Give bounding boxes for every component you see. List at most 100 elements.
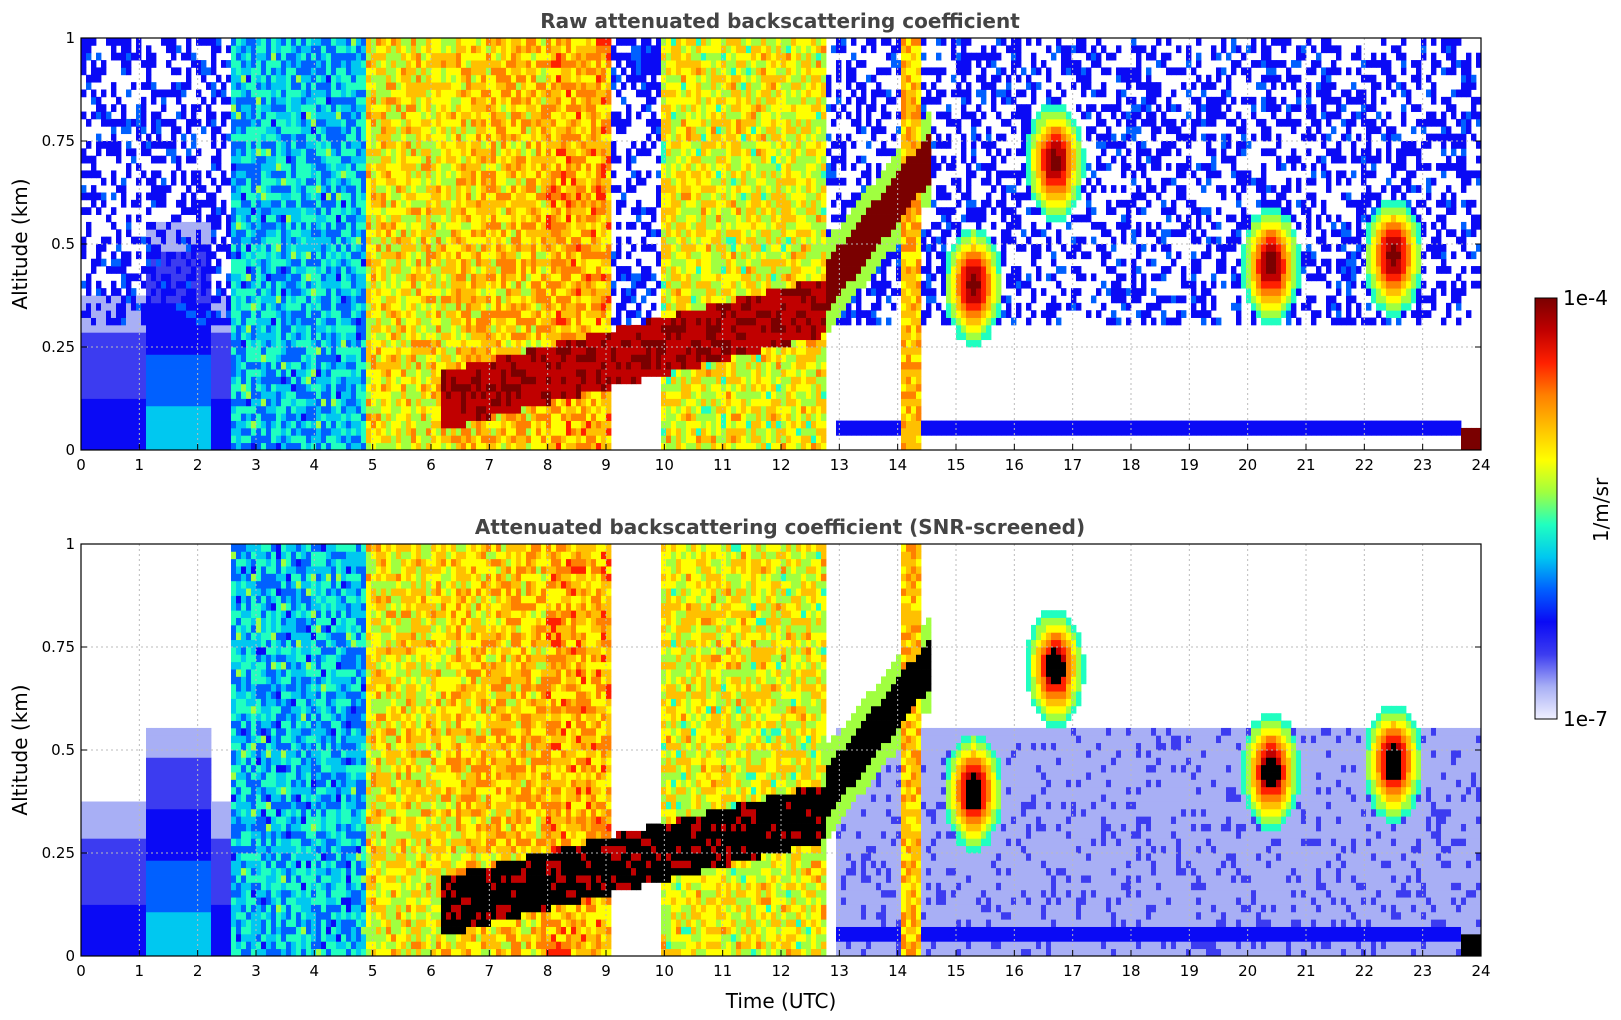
heatmap-cell (431, 163, 437, 171)
heatmap-cell (291, 244, 297, 252)
heatmap-cell (271, 177, 277, 186)
heatmap-cell (241, 67, 247, 76)
heatmap-cell (231, 89, 237, 98)
heatmap-cell (426, 317, 432, 326)
heatmap-cell (556, 60, 562, 68)
heatmap-cell (191, 376, 197, 385)
heatmap-cell (546, 111, 552, 120)
heatmap-cell (261, 221, 267, 230)
heatmap-cell (441, 251, 447, 260)
heatmap-cell (371, 74, 377, 83)
heatmap-cell (386, 405, 392, 414)
heatmap-cell (251, 339, 257, 348)
heatmap-cell (241, 185, 247, 193)
heatmap-cell (546, 280, 552, 289)
heatmap-cell (191, 383, 197, 392)
heatmap-cell (466, 60, 472, 68)
heatmap-cell (561, 324, 567, 333)
heatmap-cell (276, 383, 282, 392)
heatmap-cell (326, 405, 332, 414)
heatmap-cell (116, 244, 122, 252)
heatmap-cell (536, 442, 542, 451)
heatmap-cell (301, 45, 307, 54)
heatmap-cell (341, 317, 347, 326)
heatmap-cell (511, 258, 517, 267)
heatmap-cell (486, 244, 492, 252)
heatmap-cell (491, 442, 497, 451)
heatmap-cell (291, 420, 297, 429)
heatmap-cell (446, 221, 452, 230)
heatmap-cell (106, 369, 112, 377)
heatmap-cell (246, 251, 252, 260)
heatmap-cell (566, 427, 572, 436)
heatmap-cell (461, 258, 467, 267)
heatmap-cell (266, 133, 272, 142)
heatmap-cell (331, 369, 337, 377)
heatmap-cell (441, 347, 447, 355)
heatmap-cell (311, 317, 317, 326)
heatmap-cell (516, 111, 522, 120)
heatmap-cell (286, 266, 292, 274)
panel-title: Raw attenuated backscattering coefficien… (540, 9, 1020, 33)
heatmap-cell (501, 324, 507, 333)
heatmap-cell (186, 413, 192, 421)
heatmap-cell (431, 118, 437, 127)
heatmap-cell (361, 118, 367, 127)
heatmap-cell (146, 45, 152, 54)
heatmap-cell (451, 82, 457, 90)
heatmap-cell (531, 111, 537, 120)
heatmap-cell (261, 207, 267, 215)
heatmap-cell (416, 185, 422, 193)
heatmap-cell (96, 332, 102, 341)
heatmap-cell (516, 148, 522, 157)
heatmap-cell (516, 74, 522, 83)
heatmap-cell (301, 405, 307, 414)
heatmap-cell (186, 126, 192, 135)
heatmap-cell (496, 332, 502, 341)
heatmap-cell (501, 207, 507, 215)
heatmap-cell (461, 52, 467, 61)
heatmap-cell (161, 118, 167, 127)
heatmap-cell (266, 376, 272, 385)
heatmap-cell (511, 104, 517, 112)
heatmap-cell (386, 317, 392, 326)
heatmap-cell (281, 163, 287, 171)
heatmap-cell (281, 111, 287, 120)
heatmap-cell (491, 317, 497, 326)
heatmap-cell (291, 111, 297, 120)
heatmap-cell (526, 288, 532, 296)
heatmap-cell (466, 133, 472, 142)
heatmap-cell (511, 170, 517, 179)
heatmap-cell (266, 45, 272, 54)
heatmap-cell (411, 163, 417, 171)
heatmap-cell (111, 302, 117, 311)
heatmap-cell (386, 82, 392, 90)
heatmap-cell (376, 347, 382, 355)
heatmap-cell (256, 280, 262, 289)
heatmap-cell (156, 192, 162, 201)
heatmap-cell (221, 347, 227, 355)
heatmap-cell (491, 67, 497, 76)
heatmap-cell (256, 52, 262, 61)
heatmap-cell (106, 391, 112, 399)
heatmap-cell (166, 398, 172, 407)
heatmap-cell (521, 413, 527, 421)
heatmap-cell (226, 369, 232, 377)
heatmap-cell (516, 369, 522, 377)
heatmap-cell (216, 339, 222, 348)
heatmap-cell (191, 427, 197, 436)
heatmap-cell (556, 369, 562, 377)
heatmap-cell (316, 405, 322, 414)
heatmap-cell (111, 435, 117, 444)
heatmap-cell (171, 391, 177, 399)
heatmap-cell (316, 376, 322, 385)
heatmap-cell (316, 295, 322, 304)
heatmap-cell (381, 369, 387, 377)
heatmap-cell (476, 266, 482, 274)
heatmap-cell (351, 317, 357, 326)
heatmap-cell (191, 413, 197, 421)
heatmap-cell (391, 317, 397, 326)
heatmap-cell (271, 324, 277, 333)
heatmap-cell (251, 74, 257, 83)
heatmap-cell (321, 74, 327, 83)
